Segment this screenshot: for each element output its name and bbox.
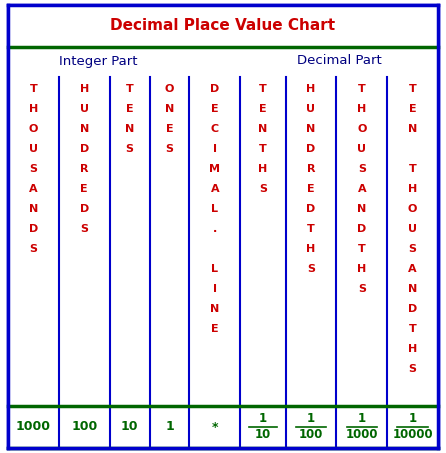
- Text: E: E: [307, 184, 315, 194]
- Text: N: N: [210, 304, 219, 314]
- Text: N: N: [306, 124, 316, 134]
- Text: 1000: 1000: [346, 429, 378, 442]
- Text: H: H: [357, 104, 367, 114]
- Text: N: N: [29, 204, 38, 214]
- Text: Integer Part: Integer Part: [59, 54, 138, 67]
- Text: 1: 1: [259, 413, 267, 425]
- Text: 1000: 1000: [16, 420, 51, 434]
- Text: T: T: [29, 84, 37, 94]
- Text: 1: 1: [409, 413, 417, 425]
- Text: T: T: [358, 244, 366, 254]
- Text: D: D: [29, 224, 38, 234]
- Text: D: D: [210, 84, 219, 94]
- Text: N: N: [357, 204, 367, 214]
- Text: O: O: [29, 124, 38, 134]
- Text: T: T: [259, 144, 267, 154]
- Text: 1: 1: [358, 413, 366, 425]
- Text: S: S: [80, 224, 88, 234]
- Text: T: T: [307, 224, 315, 234]
- Text: D: D: [408, 304, 417, 314]
- Text: S: S: [29, 164, 37, 174]
- Text: D: D: [306, 204, 316, 214]
- Text: D: D: [306, 144, 316, 154]
- Text: L: L: [211, 264, 219, 274]
- Text: 10: 10: [121, 420, 138, 434]
- Text: U: U: [29, 144, 38, 154]
- Text: T: T: [126, 84, 133, 94]
- Bar: [8, 5, 438, 47]
- Text: C: C: [211, 124, 219, 134]
- Text: D: D: [357, 224, 367, 234]
- Text: T: T: [409, 324, 417, 334]
- Text: E: E: [211, 104, 219, 114]
- Text: H: H: [29, 104, 38, 114]
- Text: T: T: [409, 164, 417, 174]
- Text: O: O: [408, 204, 417, 214]
- Text: T: T: [358, 84, 366, 94]
- Text: N: N: [258, 124, 268, 134]
- Text: I: I: [213, 144, 217, 154]
- Text: D: D: [79, 144, 89, 154]
- Text: E: E: [211, 324, 219, 334]
- Text: H: H: [408, 184, 417, 194]
- Text: Decimal Part: Decimal Part: [297, 54, 381, 67]
- Text: R: R: [80, 164, 88, 174]
- Text: R: R: [307, 164, 315, 174]
- Text: T: T: [409, 84, 417, 94]
- Text: E: E: [409, 104, 417, 114]
- Text: S: S: [409, 244, 417, 254]
- Text: O: O: [165, 84, 174, 94]
- Text: O: O: [357, 124, 367, 134]
- Text: E: E: [80, 184, 88, 194]
- Text: S: S: [409, 364, 417, 374]
- Text: N: N: [408, 284, 417, 294]
- Text: A: A: [358, 184, 366, 194]
- Text: 1: 1: [307, 413, 315, 425]
- Text: E: E: [259, 104, 267, 114]
- Text: H: H: [306, 84, 316, 94]
- Text: A: A: [408, 264, 417, 274]
- Text: M: M: [209, 164, 220, 174]
- Text: 10000: 10000: [392, 429, 433, 442]
- Text: U: U: [408, 224, 417, 234]
- Text: U: U: [357, 144, 366, 154]
- Text: .: .: [213, 224, 217, 234]
- Text: T: T: [259, 84, 267, 94]
- Text: E: E: [126, 104, 133, 114]
- Text: N: N: [79, 124, 89, 134]
- Text: I: I: [213, 284, 217, 294]
- Text: D: D: [79, 204, 89, 214]
- Text: S: S: [259, 184, 267, 194]
- Text: N: N: [125, 124, 134, 134]
- Text: 1: 1: [165, 420, 174, 434]
- Text: H: H: [357, 264, 367, 274]
- Text: U: U: [80, 104, 89, 114]
- Text: S: S: [165, 144, 173, 154]
- Text: A: A: [211, 184, 219, 194]
- Text: L: L: [211, 204, 219, 214]
- Bar: [8, 406, 438, 448]
- Text: S: S: [307, 264, 315, 274]
- Text: H: H: [408, 344, 417, 354]
- Text: N: N: [408, 124, 417, 134]
- Text: S: S: [358, 284, 366, 294]
- Text: E: E: [165, 124, 173, 134]
- Text: Decimal Place Value Chart: Decimal Place Value Chart: [111, 19, 335, 34]
- Text: S: S: [29, 244, 37, 254]
- Text: H: H: [79, 84, 89, 94]
- Text: H: H: [258, 164, 268, 174]
- Text: H: H: [306, 244, 316, 254]
- Text: S: S: [126, 144, 133, 154]
- Bar: [8, 47, 438, 77]
- Text: U: U: [306, 104, 315, 114]
- Text: N: N: [165, 104, 174, 114]
- Text: 100: 100: [299, 429, 323, 442]
- Text: 10: 10: [255, 429, 271, 442]
- Text: S: S: [358, 164, 366, 174]
- Text: *: *: [211, 420, 218, 434]
- Text: A: A: [29, 184, 38, 194]
- Text: 100: 100: [71, 420, 97, 434]
- Bar: [8, 77, 438, 406]
